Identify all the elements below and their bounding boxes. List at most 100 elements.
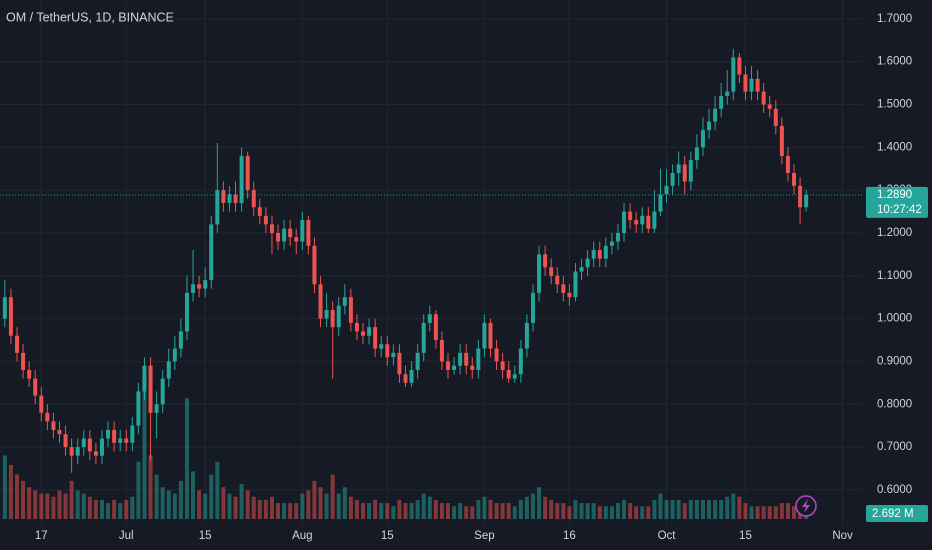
volume-bar — [257, 499, 262, 519]
candle-body — [269, 224, 274, 233]
candle-body — [379, 344, 384, 349]
candle-body — [749, 78, 754, 92]
volume-bar — [348, 496, 353, 519]
volume-bar — [427, 496, 432, 519]
volume-bar — [573, 499, 578, 519]
candle-body — [458, 352, 463, 366]
volume-bar — [792, 506, 797, 519]
candle-body — [561, 284, 566, 293]
candle-body — [785, 155, 790, 174]
volume-bar — [160, 487, 165, 519]
candle-body — [622, 211, 627, 233]
volume-bar — [178, 480, 183, 519]
volume-bar — [51, 496, 56, 519]
candle-body — [585, 258, 590, 268]
x-tick-label: 15 — [381, 530, 394, 542]
candle-body — [415, 352, 420, 370]
candle-body — [136, 391, 141, 426]
candle-body — [433, 314, 438, 341]
candle-body — [543, 254, 548, 268]
candle-body — [500, 361, 505, 370]
alert-icon[interactable] — [795, 495, 817, 517]
volume-bar — [658, 493, 663, 519]
candle-body — [385, 344, 390, 358]
volume-bar — [81, 493, 86, 519]
volume-bar — [530, 493, 535, 519]
candle-body — [69, 447, 74, 456]
volume-bar — [561, 503, 566, 519]
y-tick-label: 1.5000 — [877, 99, 912, 111]
volume-bar — [288, 503, 293, 519]
candle-body — [354, 322, 359, 332]
volume-bar — [324, 493, 329, 519]
candle-body — [640, 215, 645, 225]
candle-body — [445, 361, 450, 370]
volume-bar — [512, 506, 517, 519]
volume-bar — [688, 499, 693, 519]
volume-bar — [106, 503, 111, 519]
candle-body — [476, 348, 481, 370]
volume-bar — [336, 493, 341, 519]
candle-body — [294, 237, 299, 242]
y-tick-label: 1.1000 — [877, 270, 912, 282]
price-label-box — [866, 186, 928, 218]
candle-body — [318, 284, 323, 319]
candle-body — [178, 331, 183, 349]
candle-body — [99, 438, 104, 456]
candle-body — [609, 241, 614, 246]
x-tick-label: Jul — [119, 530, 134, 542]
volume-bar — [524, 496, 529, 519]
volume-bar — [518, 499, 523, 519]
volume-bar — [154, 474, 159, 519]
candle-body — [184, 292, 189, 332]
candle-body — [555, 275, 560, 285]
volume-bar — [39, 493, 44, 519]
candle-body — [707, 121, 712, 131]
volume-bar — [172, 493, 177, 519]
candle-body — [221, 190, 226, 203]
volume-bar — [57, 490, 62, 519]
candle-body — [45, 412, 50, 422]
candle-body — [773, 108, 778, 126]
volume-bar — [694, 499, 699, 519]
volume-bar — [385, 503, 390, 519]
candle-body — [755, 78, 760, 92]
volume-bar — [731, 493, 736, 519]
volume-bar — [537, 487, 542, 519]
volume-bar — [555, 503, 560, 519]
volume-bar — [276, 503, 281, 519]
volume-bar — [615, 503, 620, 519]
candle-body — [124, 438, 129, 443]
x-tick-label: 17 — [35, 530, 48, 542]
candle-body — [2, 297, 7, 319]
y-tick-label: 0.7000 — [877, 441, 912, 453]
candle-body — [537, 254, 542, 293]
candle-body — [664, 185, 669, 195]
candle-body — [233, 194, 238, 203]
volume-bar — [93, 499, 98, 519]
volume-bar — [439, 503, 444, 519]
volume-bar — [63, 493, 68, 519]
volume-bar — [8, 464, 13, 519]
candle-body — [87, 438, 92, 452]
volume-bar — [124, 499, 129, 519]
candle-body — [658, 194, 663, 212]
candle-body — [439, 340, 444, 362]
candle-body — [166, 361, 171, 379]
volume-bar — [713, 499, 718, 519]
candle-body — [731, 57, 736, 92]
volume-bar — [2, 455, 7, 519]
volume-bar — [373, 499, 378, 519]
volume-bar — [294, 503, 299, 519]
candle-body — [203, 280, 208, 289]
candle-body — [573, 271, 578, 298]
candle-body — [191, 284, 196, 293]
volume-bar — [239, 484, 244, 519]
volume-bar — [391, 506, 396, 519]
candle-body — [312, 245, 317, 285]
volume-bar — [379, 503, 384, 519]
candle-body — [348, 297, 353, 323]
candle-body — [81, 438, 86, 448]
volume-bar — [488, 499, 493, 519]
